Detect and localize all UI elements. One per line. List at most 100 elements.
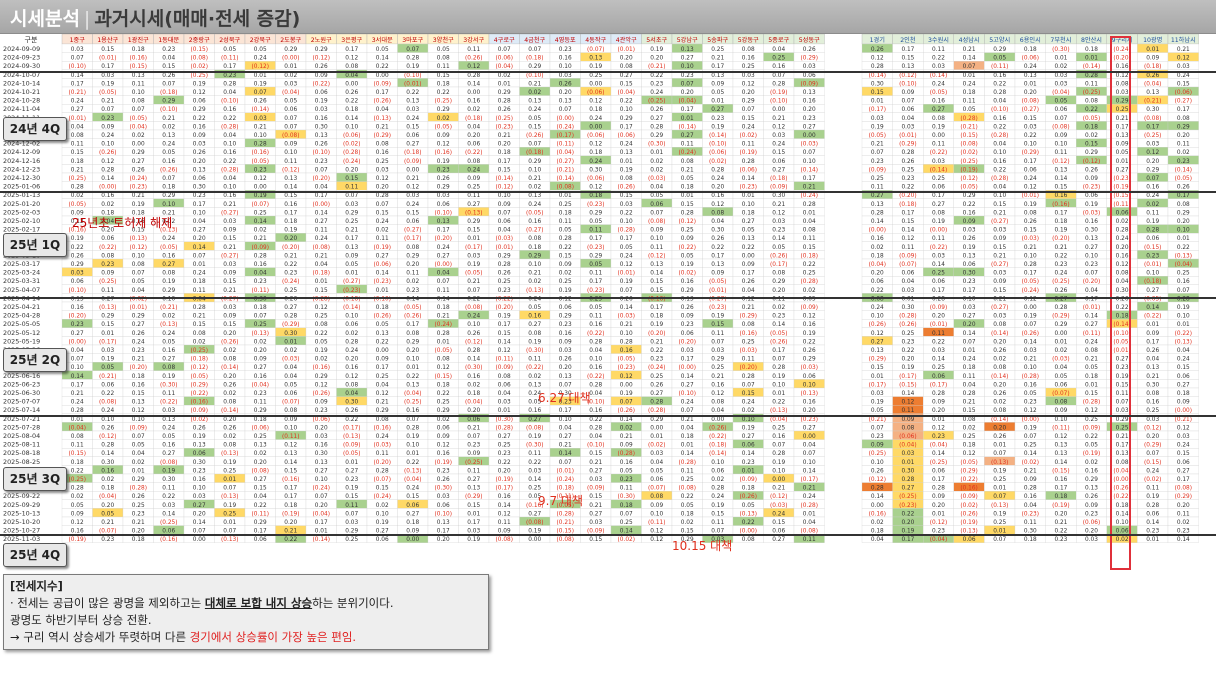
svg-text:0.01: 0.01 — [1146, 537, 1159, 543]
svg-text:0.28: 0.28 — [498, 99, 511, 105]
svg-text:0.07: 0.07 — [620, 400, 633, 406]
svg-text:0.06: 0.06 — [1146, 236, 1159, 242]
svg-text:(0.18): (0.18) — [404, 150, 421, 156]
svg-text:0.11: 0.11 — [467, 468, 480, 474]
svg-text:(0.27): (0.27) — [1175, 99, 1192, 105]
svg-text:(0.24): (0.24) — [130, 176, 147, 182]
svg-text:0.02: 0.02 — [528, 185, 541, 191]
svg-text:0.16: 0.16 — [1085, 468, 1098, 474]
svg-text:0.19: 0.19 — [772, 374, 785, 380]
svg-text:0.24: 0.24 — [101, 133, 114, 139]
svg-text:0.02: 0.02 — [162, 124, 175, 130]
svg-text:0.18: 0.18 — [193, 279, 206, 285]
svg-text:0.09: 0.09 — [437, 133, 450, 139]
svg-text:(0.10): (0.10) — [770, 99, 787, 105]
svg-text:(0.29): (0.29) — [1175, 494, 1192, 500]
svg-text:(0.21): (0.21) — [869, 417, 886, 423]
svg-text:0.14: 0.14 — [742, 176, 755, 182]
svg-text:0.27: 0.27 — [498, 434, 511, 440]
svg-text:0.11: 0.11 — [742, 357, 755, 363]
svg-text:(0.02): (0.02) — [1022, 460, 1039, 466]
svg-text:0.11: 0.11 — [932, 236, 945, 242]
svg-text:0.10: 0.10 — [711, 460, 724, 466]
svg-text:0.11: 0.11 — [498, 520, 511, 526]
svg-text:(0.12): (0.12) — [191, 365, 208, 371]
svg-text:0.03: 0.03 — [71, 271, 84, 277]
svg-text:0.07: 0.07 — [315, 167, 328, 173]
svg-text:0.24: 0.24 — [871, 305, 884, 311]
svg-text:0.17: 0.17 — [681, 357, 694, 363]
svg-text:0.15: 0.15 — [498, 167, 511, 173]
svg-text:0.02: 0.02 — [993, 400, 1006, 406]
svg-text:0.10: 0.10 — [406, 357, 419, 363]
svg-text:0.09: 0.09 — [315, 400, 328, 406]
svg-text:0.17: 0.17 — [589, 279, 602, 285]
svg-text:0.01: 0.01 — [376, 288, 389, 294]
svg-text:(0.16): (0.16) — [435, 150, 452, 156]
svg-text:0.02: 0.02 — [284, 73, 297, 79]
svg-text:(0.19): (0.19) — [282, 511, 299, 517]
svg-text:0.09: 0.09 — [681, 314, 694, 320]
date-cell: 2024-11-04 — [3, 105, 40, 113]
svg-text:0.14: 0.14 — [101, 176, 114, 182]
svg-text:0.04: 0.04 — [315, 185, 328, 191]
svg-text:0.04: 0.04 — [284, 374, 297, 380]
svg-text:(0.16): (0.16) — [160, 537, 177, 543]
svg-text:(0.17): (0.17) — [899, 374, 916, 380]
svg-text:(0.00): (0.00) — [930, 228, 947, 234]
svg-text:(0.00): (0.00) — [69, 339, 86, 345]
column-header-20: 5강남구 — [677, 36, 698, 44]
svg-text:(0.26): (0.26) — [618, 408, 635, 414]
svg-text:0.27: 0.27 — [345, 468, 358, 474]
svg-text:0.17: 0.17 — [901, 47, 914, 53]
svg-text:(0.15): (0.15) — [130, 64, 147, 70]
svg-text:0.01: 0.01 — [467, 236, 480, 242]
svg-text:0.21: 0.21 — [772, 202, 785, 208]
svg-text:(0.10): (0.10) — [991, 107, 1008, 113]
svg-text:0.22: 0.22 — [1085, 434, 1098, 440]
svg-text:0.29: 0.29 — [1054, 322, 1067, 328]
svg-text:0.27: 0.27 — [871, 193, 884, 199]
svg-text:0.28: 0.28 — [406, 56, 419, 62]
svg-text:0.20: 0.20 — [901, 520, 914, 526]
svg-text:0.04: 0.04 — [901, 279, 914, 285]
svg-text:0.05: 0.05 — [589, 305, 602, 311]
svg-text:0.01: 0.01 — [101, 331, 114, 337]
svg-text:0.05: 0.05 — [376, 322, 389, 328]
svg-text:0.14: 0.14 — [284, 460, 297, 466]
svg-text:0.03: 0.03 — [406, 107, 419, 113]
svg-text:0.02: 0.02 — [376, 503, 389, 509]
svg-text:(0.16): (0.16) — [374, 425, 391, 431]
svg-text:(0.25): (0.25) — [1144, 133, 1161, 139]
svg-text:0.20: 0.20 — [803, 408, 816, 414]
svg-text:0.09: 0.09 — [559, 262, 572, 268]
svg-text:0.08: 0.08 — [223, 443, 236, 449]
svg-text:0.13: 0.13 — [1054, 451, 1067, 457]
svg-text:0.26: 0.26 — [1177, 185, 1190, 191]
svg-text:0.08: 0.08 — [772, 271, 785, 277]
svg-text:0.01: 0.01 — [742, 468, 755, 474]
svg-text:(0.02): (0.02) — [960, 503, 977, 509]
date-cell: 2024-09-30 — [3, 62, 40, 70]
svg-text:0.21: 0.21 — [871, 142, 884, 148]
date-cell: 2025-03-31 — [3, 277, 40, 285]
svg-text:0.07: 0.07 — [559, 382, 572, 388]
svg-text:0.26: 0.26 — [1146, 73, 1159, 79]
svg-text:0.02: 0.02 — [498, 73, 511, 79]
svg-text:0.00: 0.00 — [528, 537, 541, 543]
svg-text:0.23: 0.23 — [406, 288, 419, 294]
svg-text:(0.14): (0.14) — [221, 408, 238, 414]
svg-text:0.16: 0.16 — [1177, 279, 1190, 285]
svg-text:(0.12): (0.12) — [1144, 425, 1161, 431]
svg-text:0.27: 0.27 — [742, 434, 755, 440]
svg-text:0.22: 0.22 — [742, 245, 755, 251]
svg-text:0.25: 0.25 — [772, 425, 785, 431]
svg-text:0.27: 0.27 — [803, 124, 816, 130]
svg-text:0.13: 0.13 — [406, 99, 419, 105]
svg-text:(0.08): (0.08) — [557, 537, 574, 543]
svg-text:0.20: 0.20 — [345, 167, 358, 173]
svg-text:0.19: 0.19 — [1024, 425, 1037, 431]
date-cell: 2024-09-09 — [3, 45, 40, 53]
svg-text:0.08: 0.08 — [345, 382, 358, 388]
svg-text:(0.11): (0.11) — [252, 288, 269, 294]
